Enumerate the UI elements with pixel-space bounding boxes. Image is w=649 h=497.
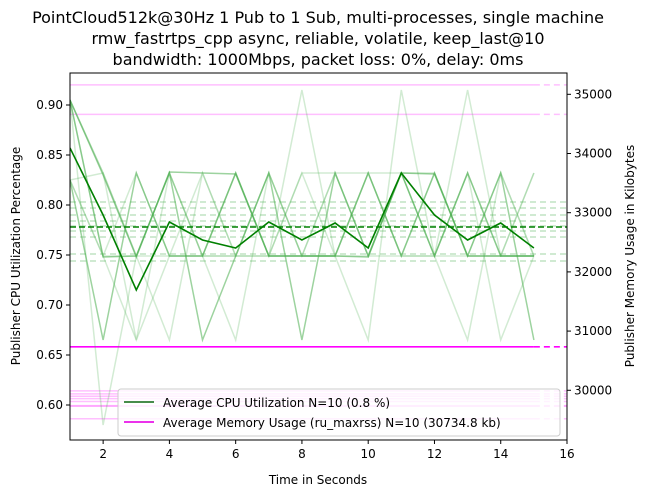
memory-series-layer (70, 84, 567, 420)
cpu-run-line-3 (70, 170, 535, 341)
y-right-tick-label-30000: 30000 (574, 383, 612, 397)
plot-frame (69, 72, 568, 441)
cpu-run-line-1 (70, 99, 534, 260)
cpu-runs-layer (70, 89, 535, 426)
cpu-run-line-2 (70, 99, 534, 343)
x-tick-label-2: 2 (99, 447, 107, 461)
x-axis-label: Time in Seconds (268, 473, 367, 487)
y-right-tick-label-35000: 35000 (574, 87, 612, 101)
y-left-tick-label-0.6: 0.60 (36, 398, 63, 412)
y-axis-left-ticks: 0.60 0.65 0.70 0.75 0.80 0.85 0.90 (36, 98, 70, 412)
cpu-run-line-5 (70, 89, 534, 343)
cpu-average-line (70, 147, 535, 292)
y-right-tick-label-34000: 34000 (574, 147, 612, 161)
chart-title-line-1: PointCloud512k@30Hz 1 Pub to 1 Sub, mult… (32, 8, 604, 27)
chart-title-line-2: rmw_fastrtps_cpp async, reliable, volati… (91, 29, 544, 49)
y-left-tick-label-0.7: 0.70 (36, 298, 63, 312)
y-left-tick-label-0.85: 0.85 (36, 148, 63, 162)
x-tick-label-4: 4 (166, 447, 174, 461)
x-tick-label-16: 16 (559, 447, 574, 461)
y-left-tick-label-0.8: 0.80 (36, 198, 63, 212)
y-right-tick-label-31000: 31000 (574, 324, 612, 338)
cpu-run-line-9 (70, 170, 535, 343)
y-left-tick-label-0.75: 0.75 (36, 248, 63, 262)
y-axis-right-label: Publisher Memory Usage in Kilobytes (623, 145, 637, 367)
cpu-run-line-7 (70, 89, 534, 343)
x-tick-label-8: 8 (298, 447, 306, 461)
legend: Average CPU Utilization N=10 (0.8 %) Ave… (117, 388, 561, 437)
cpu-run-means-layer (70, 201, 567, 262)
legend-box (117, 388, 561, 437)
legend-mem-label: Average Memory Usage (ru_maxrss) N=10 (3… (163, 416, 501, 430)
x-tick-label-12: 12 (427, 447, 442, 461)
y-axis-right-ticks: 30000 31000 32000 33000 34000 35000 (567, 87, 612, 397)
x-axis-ticks: 2 4 6 8 10 12 14 16 (99, 440, 575, 461)
y-right-tick-label-33000: 33000 (574, 206, 612, 220)
cpu-run-line-8 (70, 99, 535, 343)
y-left-tick-label-0.9: 0.90 (36, 98, 63, 112)
cpu-run-line-10 (70, 99, 535, 343)
x-tick-label-14: 14 (493, 447, 508, 461)
y-right-tick-label-32000: 32000 (574, 265, 612, 279)
y-axis-left-label: Publisher CPU Utilization Percentage (9, 147, 23, 366)
chart-title-line-3: bandwidth: 1000Mbps, packet loss: 0%, de… (113, 50, 524, 69)
legend-cpu-label: Average CPU Utilization N=10 (0.8 %) (163, 396, 390, 410)
cpu-run-line-6 (70, 99, 535, 259)
y-left-tick-label-0.65: 0.65 (36, 348, 63, 362)
cpu-average-layer (70, 147, 567, 292)
cpu-run-line-4 (70, 99, 535, 426)
x-tick-label-6: 6 (232, 447, 240, 461)
x-tick-label-10: 10 (361, 447, 376, 461)
